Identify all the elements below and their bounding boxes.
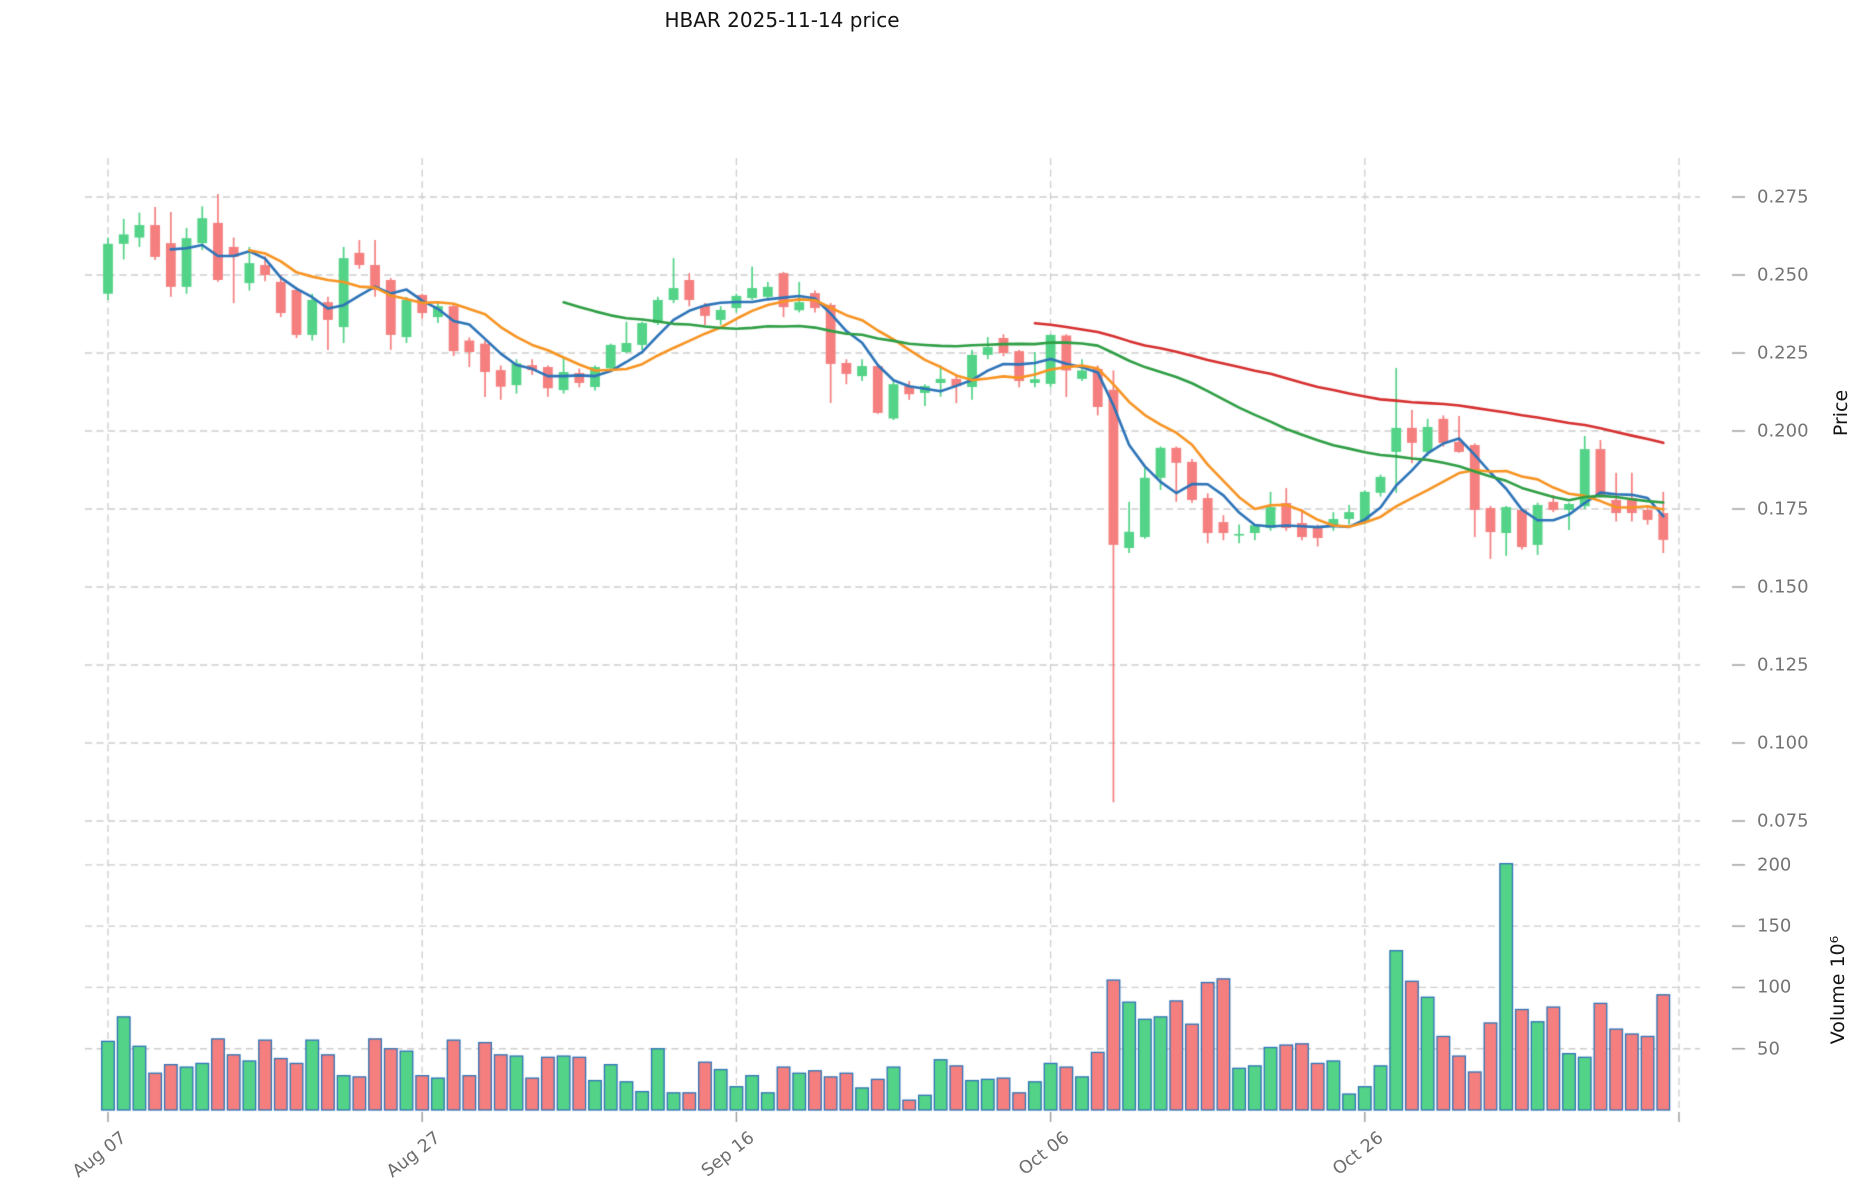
price-tick-label: 0.275 [1757, 186, 1809, 208]
price-tick-label: 0.225 [1757, 342, 1809, 364]
volume-axis-title: Volume 10⁶ [1827, 935, 1849, 1045]
volume-tick-label: 150 [1757, 915, 1792, 937]
price-tick-label: 0.125 [1757, 654, 1809, 676]
chart-title: HBAR 2025-11-14 price [664, 8, 900, 32]
volume-tick-label: 100 [1757, 976, 1792, 998]
price-tick-label: 0.200 [1757, 420, 1809, 442]
price-axis-title: Price [1830, 389, 1852, 437]
price-tick-label: 0.100 [1757, 732, 1809, 754]
price-tick-label: 0.150 [1757, 576, 1809, 598]
volume-tick-label: 200 [1757, 854, 1792, 876]
price-tick-label: 0.175 [1757, 498, 1809, 520]
price-tick-label: 0.250 [1757, 264, 1809, 286]
volume-tick-label: 50 [1757, 1038, 1780, 1060]
price-tick-label: 0.075 [1757, 810, 1809, 832]
